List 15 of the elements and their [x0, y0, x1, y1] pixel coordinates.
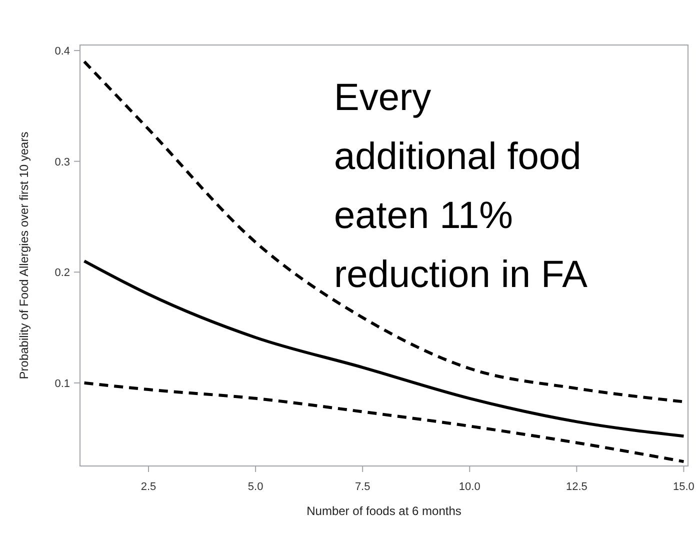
x-tick-label: 10.0 — [458, 481, 480, 493]
x-tick-label: 12.5 — [566, 481, 588, 493]
annotation: Every additional food eaten 11% reduction in FA — [334, 77, 588, 296]
x-tick-label: 5.0 — [248, 481, 264, 493]
line-series — [82, 260, 686, 438]
y-tick-label: 0.2 — [54, 267, 70, 280]
y-axis-title: Probability of Food Allergies over first 10 years — [17, 132, 31, 380]
y-tick-label: 0.4 — [54, 46, 70, 58]
x-axis-title: Number of foods at 6 months — [306, 504, 462, 518]
x-tick-label: 2.5 — [140, 481, 156, 493]
y-tick-label: 0.1 — [54, 378, 70, 390]
line-series — [82, 381, 686, 464]
y-tick-label: 0.3 — [54, 156, 70, 168]
x-tick-label: 7.5 — [354, 481, 370, 493]
x-tick-label: 15.0 — [673, 481, 694, 493]
